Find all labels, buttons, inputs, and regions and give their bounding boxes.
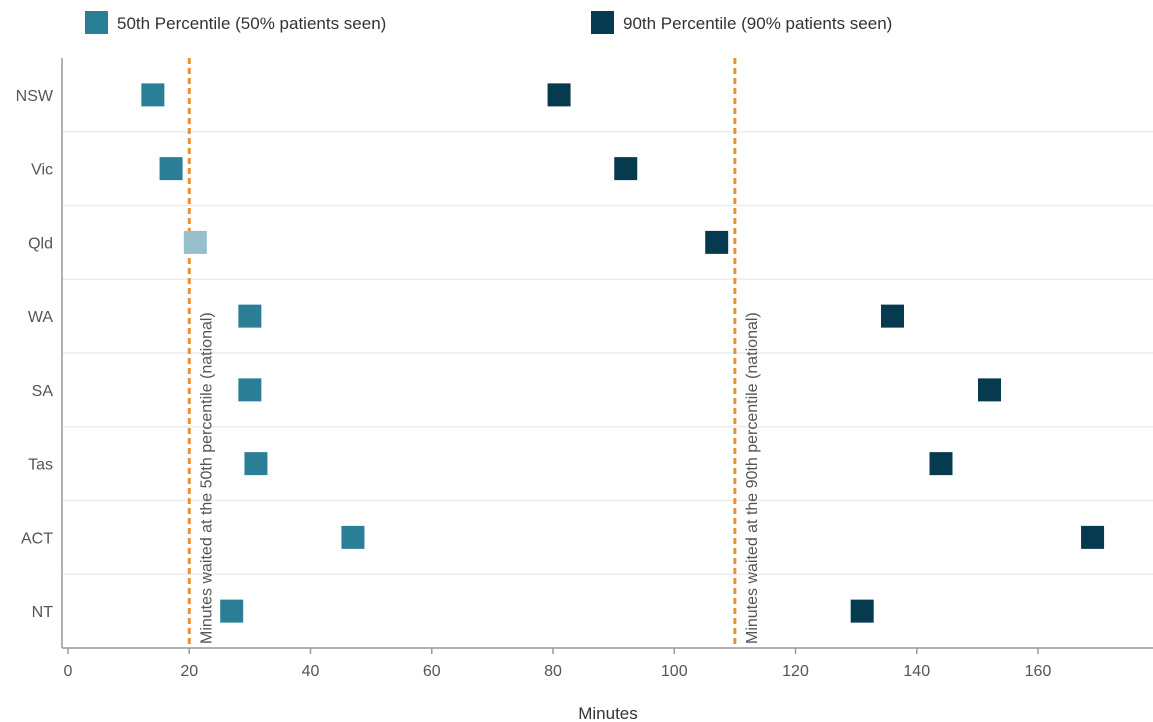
gridlines [62, 131, 1153, 575]
y-category-label: ACT [21, 530, 53, 547]
x-tick-label: 40 [302, 663, 320, 680]
reference-line-label-2: Minutes waited at the 90th percentile (n… [744, 312, 761, 644]
x-tick-label: 20 [180, 663, 198, 680]
data-points [141, 83, 1105, 623]
x-tick-label: 60 [423, 663, 441, 680]
reference-line-label-1: Minutes waited at the 50th percentile (n… [198, 312, 215, 644]
x-tick-label: 120 [782, 663, 809, 680]
point-p90-nsw [547, 83, 571, 107]
point-p50-act [341, 525, 365, 549]
y-category-label: WA [28, 309, 54, 326]
point-p50-wa [238, 304, 262, 328]
x-axis-title: Minutes [578, 704, 638, 722]
legend-label-2: 90th Percentile (90% patients seen) [623, 14, 892, 33]
x-tick-label: 80 [544, 663, 562, 680]
point-p90-sa [978, 378, 1001, 402]
y-category-label: SA [32, 383, 54, 400]
reference-lines: Minutes waited at the 50th percentile (n… [187, 58, 761, 648]
point-p50-tas [244, 452, 268, 476]
y-category-label: Vic [31, 162, 53, 179]
point-p90-act [1081, 525, 1105, 549]
legend: 50th Percentile (50% patients seen) 90th … [85, 11, 892, 34]
point-p90-nt [850, 599, 874, 623]
x-tick-label: 0 [64, 663, 73, 680]
point-p90-wa [881, 304, 904, 328]
x-tick-label: 140 [903, 663, 930, 680]
point-p90-qld [705, 230, 729, 254]
axes: 0 20 40 60 80 100 120 140 160 NSW Vic Qld WA SA Tas ACT… [16, 58, 1153, 680]
y-category-label: NT [32, 604, 54, 621]
x-tick-label: 160 [1025, 663, 1052, 680]
point-p50-vic [159, 157, 183, 181]
y-category-label: NSW [16, 88, 54, 105]
legend-swatch-2 [591, 11, 614, 34]
point-p90-tas [929, 452, 953, 476]
point-p90-vic [614, 157, 638, 181]
legend-swatch-1 [85, 11, 108, 34]
point-p50-nsw [141, 83, 165, 107]
y-category-label: Tas [28, 457, 53, 474]
point-p50-nt [220, 599, 244, 623]
point-p50-sa [238, 378, 262, 402]
point-p50-qld [183, 230, 207, 254]
legend-label-1: 50th Percentile (50% patients seen) [117, 14, 386, 33]
x-tick-label: 100 [661, 663, 688, 680]
y-category-label: Qld [28, 235, 53, 252]
